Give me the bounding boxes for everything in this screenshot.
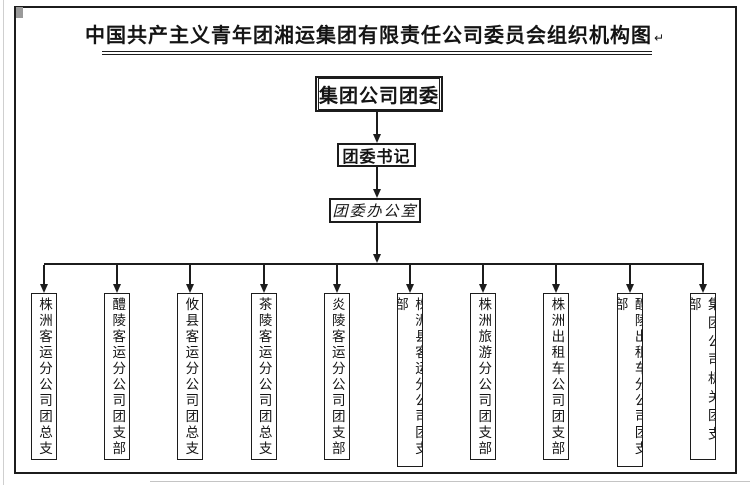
node-group-company-league-committee: 集团公司团委: [315, 76, 443, 112]
branch-arrowhead-1: [40, 284, 48, 293]
branch-connector-2: [116, 265, 119, 285]
branch-arrowhead-9: [625, 284, 634, 293]
branch-label-6: 株洲县客运分公司团支部: [397, 297, 423, 457]
branch-arrowhead-6: [406, 284, 414, 293]
connector-secretary-office: [376, 167, 378, 190]
connector-root-secretary: [376, 112, 378, 135]
branch-label-7: 株洲旅游分公司团支部: [475, 297, 492, 457]
branch-box-5: 炎陵客运分公司团支部: [323, 293, 350, 460]
branch-connector-10: [701, 265, 704, 285]
branch-arrowhead-5: [332, 284, 341, 293]
branch-connector-3: [189, 265, 192, 285]
branch-label-4: 茶陵客运分公司团总支: [255, 297, 272, 457]
branch-label-10: 集团公司机关团支部: [689, 297, 716, 445]
branch-arrowhead-10: [698, 284, 707, 293]
connector-office-rail: [376, 223, 378, 255]
node-group-company-league-committee-label: 集团公司团委: [318, 78, 441, 110]
title-underline: [102, 51, 652, 55]
node-league-secretary: 团委书记: [337, 143, 416, 167]
branch-label-1: 株洲客运分公司团总支: [36, 297, 52, 457]
branch-box-10: 集团公司机关团支部: [689, 293, 716, 460]
branch-rail: [44, 263, 704, 265]
page-title-text: 中国共产主义青年团湘运集团有限责任公司委员会组织机构图: [84, 23, 652, 47]
branch-label-3: 攸县客运分公司团总支: [182, 297, 199, 457]
branch-label-5: 炎陵客运分公司团支部: [328, 297, 345, 457]
branch-box-8: 株洲出租车公司团支部: [543, 293, 570, 460]
scan-artifact-left: [3, 0, 4, 485]
arrowhead-secretary: [373, 134, 381, 143]
branch-label-2: 醴陵客运分公司团支部: [109, 297, 126, 457]
branch-box-4: 茶陵客运分公司团总支: [250, 293, 277, 460]
scan-artifact-bottom: [150, 481, 750, 482]
paragraph-mark: ↵: [653, 31, 666, 45]
branch-arrowhead-8: [552, 284, 561, 293]
branch-connector-7: [482, 265, 485, 285]
branch-label-8: 株洲出租车公司团支部: [548, 297, 565, 457]
branch-connector-5: [335, 265, 338, 285]
branch-box-2: 醴陵客运分公司团支部: [104, 293, 131, 460]
node-league-office: 团委办公室: [329, 198, 421, 223]
branch-connector-9: [628, 265, 631, 285]
branch-arrowhead-7: [479, 284, 488, 293]
branch-connector-8: [555, 265, 558, 285]
branch-box-1: 株洲客运分公司团总支: [31, 293, 57, 460]
branch-arrowhead-2: [113, 284, 122, 293]
page-title: 中国共产主义青年团湘运集团有限责任公司委员会组织机构图 ↵: [0, 19, 750, 48]
branch-connector-1: [43, 265, 45, 285]
branch-box-3: 攸县客运分公司团总支: [177, 293, 204, 460]
branch-connector-6: [409, 265, 411, 285]
arrowhead-rail: [373, 254, 381, 263]
page-border: [14, 6, 737, 474]
branch-arrowhead-3: [186, 284, 195, 293]
branch-box-7: 株洲旅游分公司团支部: [470, 293, 497, 460]
branch-box-9: 醴陵出租车分公司团支部: [616, 293, 643, 467]
arrowhead-office: [373, 189, 381, 198]
branch-arrowhead-4: [259, 284, 268, 293]
branch-connector-4: [262, 265, 265, 285]
scan-artifact-corner: [16, 7, 23, 18]
branch-box-6: 株洲县客运分公司团支部: [397, 293, 423, 467]
branch-label-9: 醴陵出租车分公司团支部: [616, 297, 643, 457]
